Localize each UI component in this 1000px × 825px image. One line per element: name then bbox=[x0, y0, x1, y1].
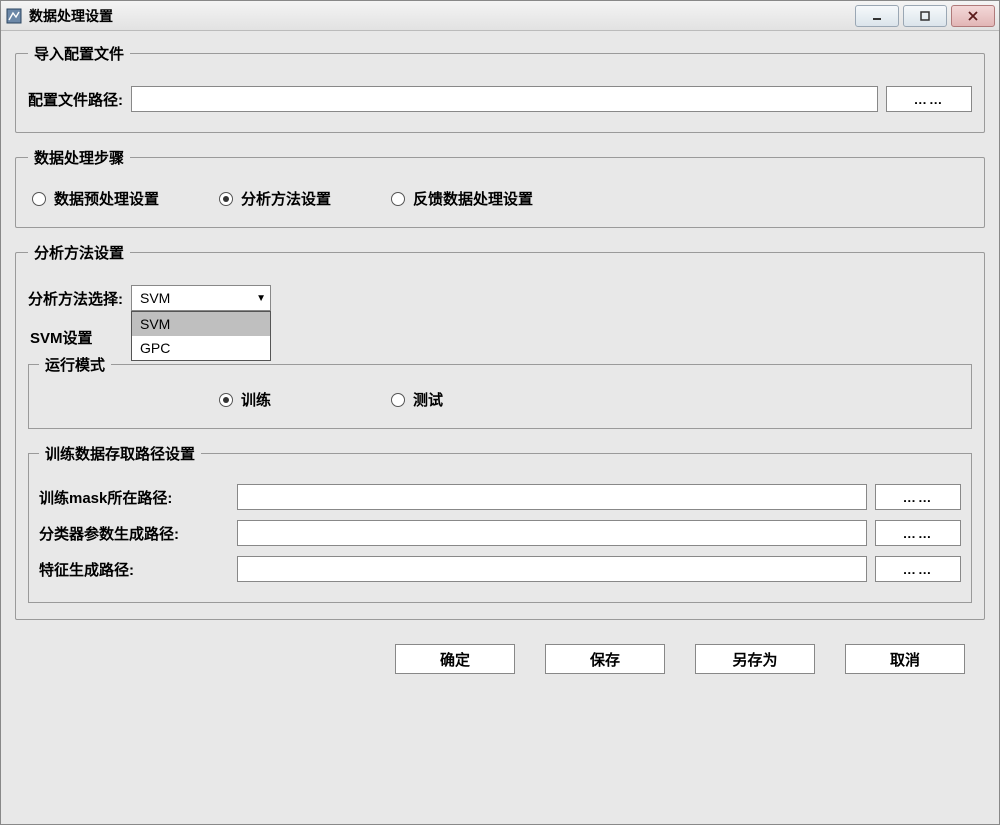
steps-legend: 数据处理步骤 bbox=[28, 147, 130, 168]
save-button[interactable]: 保存 bbox=[545, 644, 665, 674]
analysis-method-select[interactable]: SVM ▼ SVM GPC bbox=[131, 285, 271, 311]
step-radio-label: 分析方法设置 bbox=[241, 188, 331, 209]
window: 数据处理设置 导入配置文件 配置文件路径: …… 数据处理步骤 bbox=[0, 0, 1000, 825]
maximize-button[interactable] bbox=[903, 5, 947, 27]
analysis-legend: 分析方法设置 bbox=[28, 242, 130, 263]
mode-radio-label: 训练 bbox=[241, 389, 271, 410]
classifier-param-path-input[interactable] bbox=[237, 520, 867, 546]
radio-dot-icon bbox=[32, 192, 46, 206]
minimize-button[interactable] bbox=[855, 5, 899, 27]
app-icon bbox=[5, 7, 23, 25]
mask-path-input[interactable] bbox=[237, 484, 867, 510]
step-radio-analysis[interactable]: 分析方法设置 bbox=[219, 188, 331, 209]
config-path-browse-button[interactable]: …… bbox=[886, 86, 972, 112]
step-radio-preprocess[interactable]: 数据预处理设置 bbox=[32, 188, 159, 209]
analysis-select-label: 分析方法选择: bbox=[28, 288, 123, 309]
radio-dot-icon bbox=[219, 393, 233, 407]
train-paths-legend: 训练数据存取路径设置 bbox=[39, 443, 201, 464]
close-button[interactable] bbox=[951, 5, 995, 27]
feature-path-label: 特征生成路径: bbox=[39, 559, 229, 580]
analysis-group: 分析方法设置 分析方法选择: SVM ▼ SVM GPC SVM设置 bbox=[15, 242, 985, 620]
step-radio-label: 反馈数据处理设置 bbox=[413, 188, 533, 209]
config-path-input[interactable] bbox=[131, 86, 878, 112]
mode-radio-label: 测试 bbox=[413, 389, 443, 410]
titlebar: 数据处理设置 bbox=[1, 1, 999, 31]
import-config-group: 导入配置文件 配置文件路径: …… bbox=[15, 43, 985, 133]
feature-path-input[interactable] bbox=[237, 556, 867, 582]
analysis-option-svm[interactable]: SVM bbox=[132, 312, 270, 336]
mask-path-label: 训练mask所在路径: bbox=[39, 487, 229, 508]
radio-dot-icon bbox=[219, 192, 233, 206]
analysis-option-gpc[interactable]: GPC bbox=[132, 336, 270, 360]
steps-group: 数据处理步骤 数据预处理设置 分析方法设置 反馈数据处理设置 bbox=[15, 147, 985, 228]
window-controls bbox=[855, 5, 995, 27]
train-paths-group: 训练数据存取路径设置 训练mask所在路径: …… 分类器参数生成路径: …… … bbox=[28, 443, 972, 603]
cancel-button[interactable]: 取消 bbox=[845, 644, 965, 674]
analysis-select-value: SVM bbox=[140, 290, 170, 306]
mask-path-browse-button[interactable]: …… bbox=[875, 484, 961, 510]
mode-radio-test[interactable]: 测试 bbox=[391, 389, 443, 410]
config-path-label: 配置文件路径: bbox=[28, 89, 123, 110]
classifier-param-path-browse-button[interactable]: …… bbox=[875, 520, 961, 546]
radio-dot-icon bbox=[391, 192, 405, 206]
run-mode-group: 运行模式 训练 测试 bbox=[28, 354, 972, 429]
save-as-button[interactable]: 另存为 bbox=[695, 644, 815, 674]
chevron-down-icon: ▼ bbox=[256, 293, 266, 304]
radio-dot-icon bbox=[391, 393, 405, 407]
footer-buttons: 确定 保存 另存为 取消 bbox=[15, 634, 985, 682]
run-mode-legend: 运行模式 bbox=[39, 354, 111, 375]
client-area: 导入配置文件 配置文件路径: …… 数据处理步骤 数据预处理设置 分析方法设置 bbox=[1, 31, 999, 824]
ok-button[interactable]: 确定 bbox=[395, 644, 515, 674]
step-radio-label: 数据预处理设置 bbox=[54, 188, 159, 209]
analysis-select-dropdown: SVM GPC bbox=[131, 311, 271, 361]
step-radio-feedback[interactable]: 反馈数据处理设置 bbox=[391, 188, 533, 209]
mode-radio-train[interactable]: 训练 bbox=[219, 389, 271, 410]
import-config-legend: 导入配置文件 bbox=[28, 43, 130, 64]
window-title: 数据处理设置 bbox=[29, 6, 113, 26]
feature-path-browse-button[interactable]: …… bbox=[875, 556, 961, 582]
classifier-param-path-label: 分类器参数生成路径: bbox=[39, 523, 229, 544]
